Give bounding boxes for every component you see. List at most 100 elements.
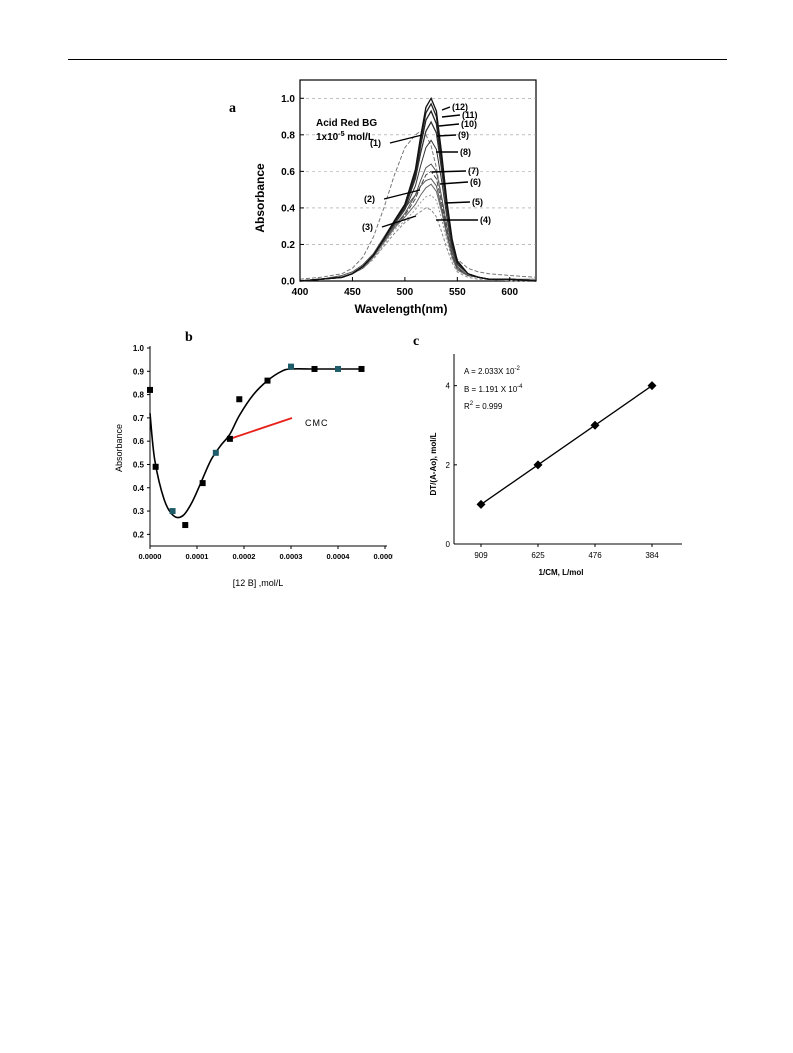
chart-a-ytick-label: 0.0: [281, 277, 295, 288]
chart-b-ytick-label: 0.7: [133, 414, 145, 423]
chart-a-label-leader: [444, 201, 471, 204]
chart-b-ylabel: Absorbance: [114, 424, 124, 472]
chart-b-xtick-label: 0.0003: [280, 552, 303, 561]
chart-b-point: [182, 522, 189, 529]
chart-a-ticks: 0.0 0.2 0.4 0.6 0.8 1.0 400 450 500 550 600: [281, 94, 518, 298]
chart-b-ticks: 0.2 0.3 0.4 0.5 0.6 0.7 0.8 0.9 1.0 0.0000 0.0001 0…: [133, 344, 393, 561]
chart-a-xtick-label: 600: [501, 287, 518, 298]
chart-c-fit-line: [480, 385, 653, 505]
chart-a-ylabel: Absorbance: [253, 163, 267, 233]
chart-b-axes: [149, 346, 387, 547]
chart-c-ticks: 0 2 4 909 625 476 384: [446, 382, 660, 560]
chart-a-label-leader: [383, 189, 421, 200]
chart-b-cmc-pointer: [229, 417, 293, 440]
chart-b-point: [226, 435, 233, 442]
panel-label-c: c: [413, 334, 420, 349]
chart-b-ytick-label: 0.2: [133, 530, 145, 539]
chart-c-xtick-label: 909: [474, 551, 488, 560]
chart-c-point: [476, 499, 486, 509]
chart-a-ytick-label: 0.8: [281, 130, 295, 141]
chart-b-ytick-label: 0.3: [133, 507, 145, 516]
chart-b-ytick-label: 0.6: [133, 437, 145, 446]
chart-a-uv-spectra: 0.0 0.2 0.4 0.6 0.8 1.0 400 450 500 550 600 (1) (2)…: [253, 79, 537, 316]
chart-a-annotation-line1: Acid Red BG: [316, 118, 377, 129]
chart-b-cmc-label: CMC: [305, 418, 329, 428]
chart-a-series-line: [299, 178, 536, 282]
chart-c-ytick-label: 2: [446, 461, 451, 470]
chart-a-xtick-label: 550: [449, 287, 466, 298]
chart-b-ytick-label: 0.5: [133, 460, 145, 469]
panel-label-a: a: [229, 101, 236, 116]
chart-b-point: [311, 365, 318, 372]
chart-a-label-leader: [438, 123, 460, 127]
chart-b-point: [169, 508, 176, 515]
header-rule: [68, 59, 727, 60]
chart-a-series-line: [299, 163, 537, 282]
chart-c-stat-a: A = 2.033X 10-2: [464, 366, 520, 376]
chart-c-xlabel: 1/CM, L/mol: [539, 568, 584, 577]
chart-b-point: [264, 377, 271, 384]
chart-b-ytick-label: 1.0: [133, 344, 145, 353]
chart-a-ytick-label: 0.4: [281, 203, 295, 214]
chart-c-ytick-label: 0: [446, 540, 451, 549]
chart-a-series-label: (7): [468, 166, 479, 176]
chart-b-fit-curve: [149, 368, 362, 519]
chart-a-series: [299, 96, 537, 282]
chart-c-stat-b: B = 1.191 X 10-4: [464, 384, 523, 394]
chart-a-series-label: (6): [470, 177, 481, 187]
chart-a-series-line: [299, 183, 537, 282]
chart-c-point: [533, 460, 543, 470]
chart-b-point: [335, 365, 341, 372]
chart-a-xlabel: Wavelength(nm): [355, 302, 448, 316]
chart-a-ytick-label: 0.2: [281, 240, 295, 251]
chart-a-label-leader: [389, 134, 423, 144]
chart-a-label-leader: [431, 170, 467, 173]
chart-a-xtick-label: 400: [292, 287, 309, 298]
chart-a-label-leader: [436, 134, 457, 137]
chart-b-xtick-label: 0.0000: [139, 552, 162, 561]
chart-a-series-label: (9): [458, 130, 469, 140]
chart-a-label-leader: [381, 215, 417, 228]
chart-a-series-label: (2): [364, 194, 375, 204]
chart-a-label-leader: [439, 181, 469, 185]
chart-c-ylabel: DT/(A-Ao), mol/L: [429, 432, 438, 495]
chart-a-frame: [299, 79, 537, 282]
chart-a-series-label: (10): [461, 119, 477, 129]
chart-b-xlabel: [12 B] ,mol/L: [233, 578, 284, 588]
panel-label-b: b: [185, 330, 193, 345]
chart-c-point: [590, 420, 600, 430]
chart-c-xtick-label: 476: [588, 551, 602, 560]
chart-a-xtick-label: 500: [397, 287, 414, 298]
chart-a-series-label: (1): [370, 138, 381, 148]
chart-c-stat-r2: R2 = 0.999: [464, 401, 503, 411]
chart-a-label-leader: [441, 106, 451, 111]
chart-a-series-label: (5): [472, 197, 483, 207]
chart-b-ytick-label: 0.9: [133, 367, 145, 376]
chart-c-point: [647, 381, 657, 391]
chart-b-xtick-label: 0.0002: [233, 552, 256, 561]
chart-a-series-label: (12): [452, 102, 468, 112]
chart-b-xtick-label: 0.0001: [186, 552, 209, 561]
chart-b-absorbance-vs-concentration: 0.2 0.3 0.4 0.5 0.6 0.7 0.8 0.9 1.0 0.0000 0.0001 0…: [114, 344, 393, 588]
chart-b-xtick-label: 0.0004: [327, 552, 351, 561]
chart-a-series-labels: (1) (2) (3) (4) (5) (6)(7) (8) (9)(10)(11)(12): [362, 102, 491, 232]
chart-c-ytick-label: 4: [446, 382, 451, 391]
chart-c-xtick-label: 384: [645, 551, 659, 560]
chart-a-series-label: (11): [462, 110, 478, 120]
chart-b-point: [152, 463, 159, 470]
chart-a-label-leader: [441, 114, 461, 118]
chart-b-point: [147, 386, 153, 393]
chart-c-points: [476, 381, 657, 509]
chart-b-points: [147, 363, 365, 529]
chart-b-point: [236, 396, 243, 403]
chart-a-annotation-line2: 1x10-5 mol/L: [316, 131, 374, 143]
chart-b-point: [199, 480, 206, 487]
chart-b-point: [358, 365, 365, 372]
chart-a-series-label: (3): [362, 222, 373, 232]
chart-b-xtick-label: 0.0005: [374, 552, 393, 561]
chart-a-ytick-label: 1.0: [281, 94, 295, 105]
chart-a-series-line: [299, 120, 537, 282]
chart-a-series-line: [299, 96, 537, 282]
chart-a-axes: [299, 79, 537, 282]
chart-a-series-line: [299, 130, 537, 280]
